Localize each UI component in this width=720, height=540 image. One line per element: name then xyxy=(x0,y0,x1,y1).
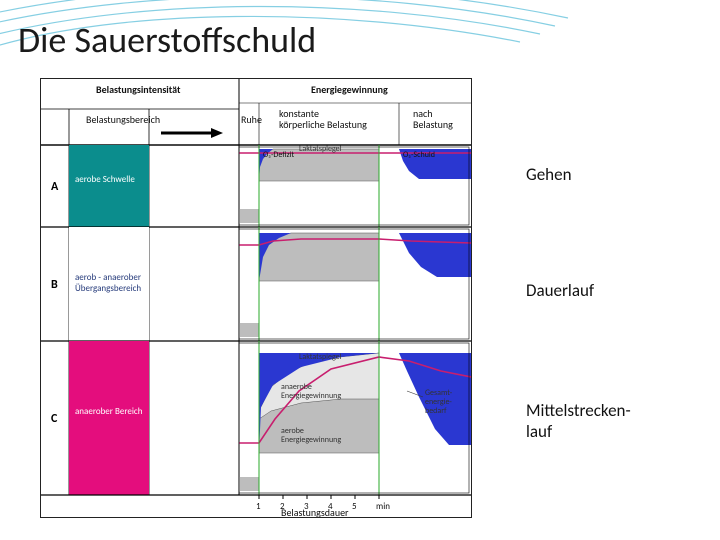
svg-text:Laktatspiegel: Laktatspiegel xyxy=(299,352,342,362)
svg-text:Belastungsintensität: Belastungsintensität xyxy=(96,83,181,96)
svg-text:Energiegewinnung: Energiegewinnung xyxy=(281,391,341,401)
svg-text:Energiegewinnung: Energiegewinnung xyxy=(281,435,341,445)
svg-text:B: B xyxy=(51,278,58,292)
svg-text:5: 5 xyxy=(352,501,357,512)
svg-text:Belastungsbereich: Belastungsbereich xyxy=(86,113,160,126)
svg-text:Belastung: Belastung xyxy=(413,118,453,131)
annotation-label: Dauerlauf xyxy=(526,280,594,301)
svg-text:bedarf: bedarf xyxy=(425,406,447,416)
annotation-label: Mittelstrecken- lauf xyxy=(526,400,631,442)
svg-text:C: C xyxy=(51,412,58,426)
svg-text:aerob - anaerober: aerob - anaerober xyxy=(75,272,141,283)
svg-text:Übergangsbereich: Übergangsbereich xyxy=(75,283,141,294)
svg-text:körperliche Belastung: körperliche Belastung xyxy=(279,118,367,131)
svg-text:min: min xyxy=(376,501,390,512)
svg-text:A: A xyxy=(51,180,59,194)
annotation-label: Gehen xyxy=(526,164,572,185)
svg-text:O₂-Defizit: O₂-Defizit xyxy=(263,150,294,160)
svg-text:O₂-Schuld: O₂-Schuld xyxy=(403,150,435,160)
oxygen-debt-diagram: Belastungsintensität Belastungsbereich Ene… xyxy=(40,78,472,518)
svg-text:aerobe Schwelle: aerobe Schwelle xyxy=(75,174,135,185)
svg-text:1: 1 xyxy=(256,501,261,512)
svg-text:Energiegewinnung: Energiegewinnung xyxy=(311,83,388,96)
svg-text:Laktatspiegel: Laktatspiegel xyxy=(299,144,342,154)
slide: Die Sauerstoffschuld Gehen Dauerlauf Mitte… xyxy=(0,0,720,540)
svg-text:Belastungsdauer: Belastungsdauer xyxy=(281,506,349,518)
page-title: Die Sauerstoffschuld xyxy=(18,18,316,62)
svg-text:anaerober Bereich: anaerober Bereich xyxy=(75,406,143,417)
